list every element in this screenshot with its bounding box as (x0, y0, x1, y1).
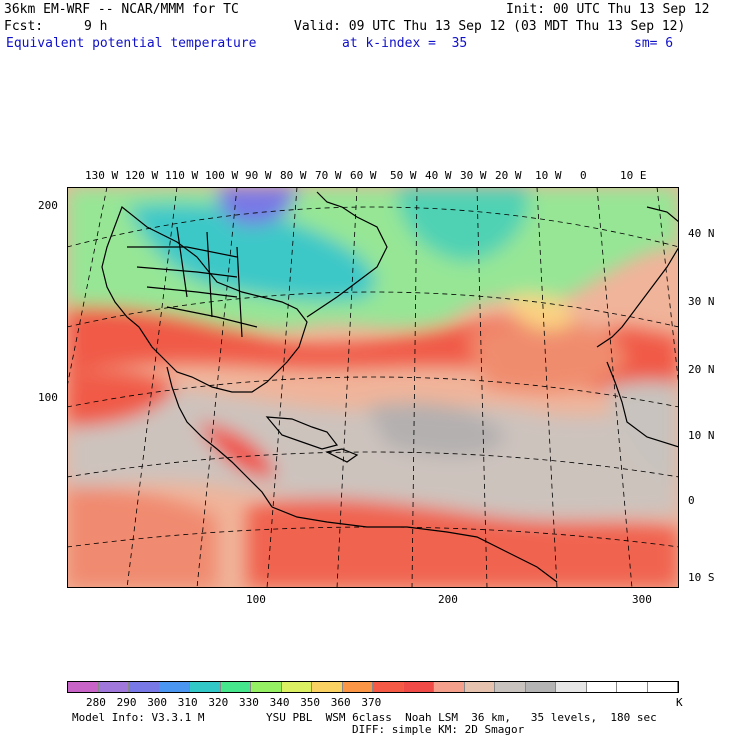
colorbar-tick-label: 340 (269, 696, 290, 709)
tropical-gray-2 (367, 403, 507, 457)
model-info: Model Info: V3.3.1 M (72, 711, 205, 724)
lon-label: 130 W (85, 169, 119, 182)
south-america-warm (247, 498, 679, 588)
colorbar-swatch (373, 682, 404, 692)
colorbar-swatch (129, 682, 160, 692)
colorbar-swatch (464, 682, 495, 692)
lat-label: 40 N (688, 227, 715, 240)
smoothing: sm= 6 (634, 36, 674, 51)
lon-label: 110 W (165, 169, 199, 182)
model-title: 36km EM-WRF -- NCAR/MMM for TC (4, 2, 239, 17)
colorbar-unit: K (676, 696, 683, 709)
lon-label: 80 W (280, 169, 307, 182)
colorbar-tick-label: 300 (147, 696, 168, 709)
colorbar-swatch (159, 682, 190, 692)
lat-label: 10 S (688, 571, 715, 584)
colorbar-swatch (586, 682, 617, 692)
colorbar-swatch (220, 682, 251, 692)
lon-label: 40 W (425, 169, 452, 182)
colorbar-swatch (403, 682, 434, 692)
coldest-core (217, 187, 297, 226)
colorbar-tick-label: 360 (330, 696, 351, 709)
colorbar-swatch (647, 682, 678, 692)
lat-label: 0 (688, 494, 695, 507)
lat-label: 20 N (688, 363, 715, 376)
lon-label: 100 W (205, 169, 239, 182)
lon-label: 60 W (350, 169, 377, 182)
colorbar-swatch (342, 682, 373, 692)
k-index: at k-index = 35 (342, 36, 468, 51)
lat-label: 30 N (688, 295, 715, 308)
mid-atlantic-warm (467, 319, 627, 393)
coastlines (101, 191, 679, 583)
forecast-hours: 9 h (84, 19, 108, 34)
lon-label: 70 W (315, 169, 342, 182)
grid-y-label: 200 (38, 199, 58, 212)
lon-label: 0 (580, 169, 587, 182)
lon-label: 20 W (495, 169, 522, 182)
colorbar-tick-label: 290 (116, 696, 137, 709)
physics-info: YSU PBL WSM 6class Noah LSM 36 km, 35 le… (266, 711, 657, 724)
valid-time: Valid: 09 UTC Thu 13 Sep 12 (03 MDT Thu … (294, 19, 686, 34)
init-time: Init: 00 UTC Thu 13 Sep 12 (506, 2, 710, 17)
colorbar-swatch (312, 682, 343, 692)
cool-atlantic (397, 187, 529, 262)
graticule (67, 187, 679, 588)
colorbar-tick-label: 370 (361, 696, 382, 709)
colorbar-tick-label: 350 (300, 696, 321, 709)
colorbar-swatch (68, 682, 99, 692)
grid-y-label: 100 (38, 391, 58, 404)
colorbar-tick-label: 280 (86, 696, 106, 709)
forecast-label: Fcst: (4, 19, 44, 34)
colorbar-tick-label: 330 (239, 696, 259, 709)
lon-label: 50 W (390, 169, 417, 182)
lon-label: 90 W (245, 169, 272, 182)
grid-x-label: 200 (438, 593, 458, 606)
colorbar-swatch (190, 682, 221, 692)
lon-label: 30 W (460, 169, 487, 182)
colorbar-tick-label: 320 (208, 696, 229, 709)
diffusion-info: DIFF: simple KM: 2D Smagor (352, 723, 525, 736)
colorbar-swatch (251, 682, 282, 692)
colorbar-swatch (556, 682, 587, 692)
lat-label: 10 N (688, 429, 715, 442)
cool-region (127, 203, 375, 302)
lon-label: 10 E (620, 169, 647, 182)
colorbar-swatch (617, 682, 648, 692)
lon-label: 120 W (125, 169, 159, 182)
colorbar-swatch (495, 682, 526, 692)
colorbar (67, 681, 679, 693)
colorbar-swatch (434, 682, 465, 692)
field-name: Equivalent potential temperature (6, 36, 257, 51)
west-red (67, 371, 177, 427)
theta-e-map (67, 187, 679, 588)
grid-x-label: 100 (246, 593, 266, 606)
colorbar-tick-label: 310 (177, 696, 198, 709)
central-america-red (197, 422, 277, 478)
colorbar-swatch (281, 682, 312, 692)
yellow-band-east (507, 294, 573, 331)
sw-warm (67, 487, 217, 588)
lon-label: 10 W (535, 169, 562, 182)
grid-x-label: 300 (632, 593, 652, 606)
colorbar-swatch (98, 682, 129, 692)
colorbar-swatch (525, 682, 556, 692)
